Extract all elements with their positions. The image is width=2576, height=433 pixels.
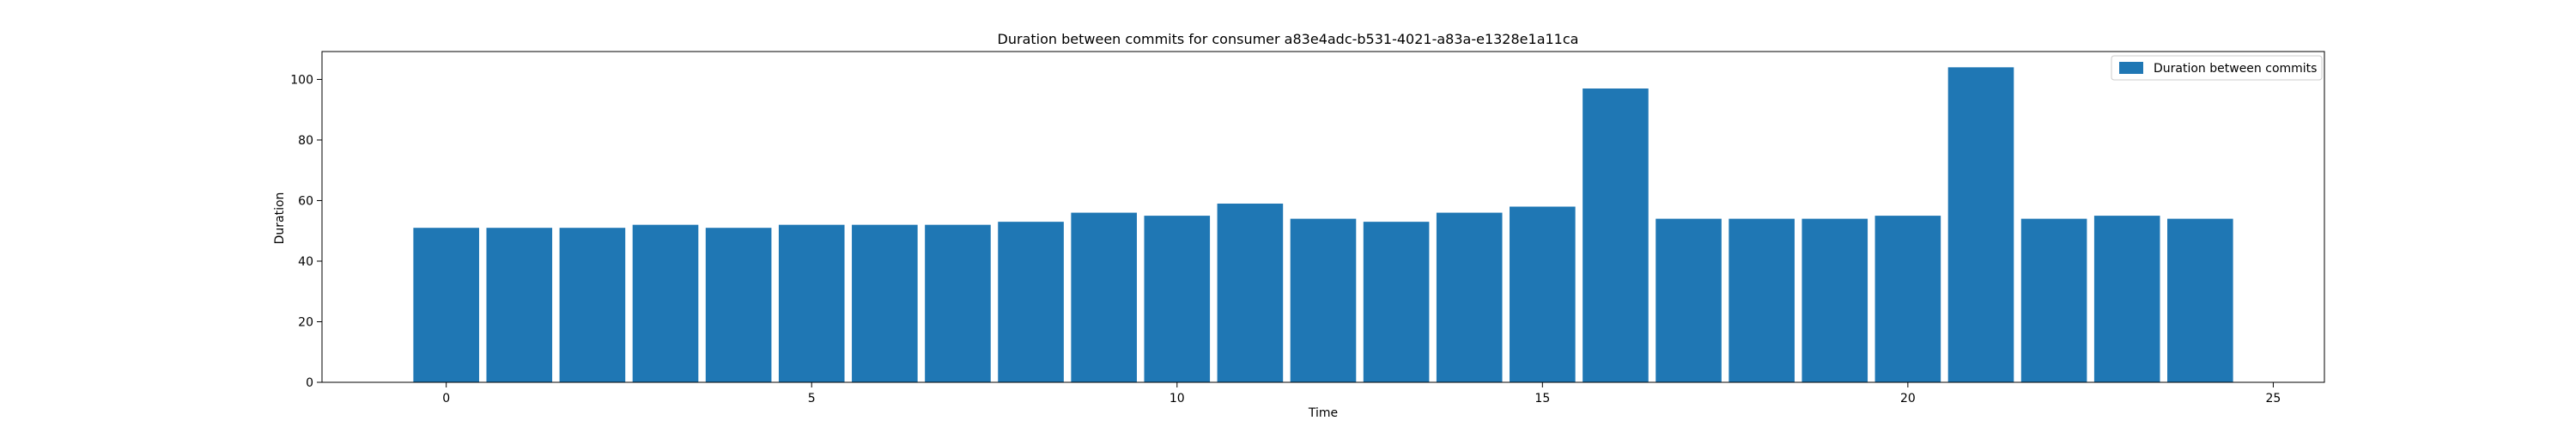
- bar: [2167, 218, 2233, 382]
- bar: [998, 222, 1064, 382]
- legend-swatch: [2119, 62, 2143, 74]
- bar: [1947, 67, 2014, 382]
- bar: [778, 224, 845, 382]
- legend-label: Duration between commits: [2154, 62, 2317, 76]
- x-tick-label: 20: [1900, 392, 1916, 406]
- legend: Duration between commits: [2111, 55, 2323, 81]
- y-tick-label: 100: [290, 73, 313, 87]
- x-tick-label: 25: [2266, 392, 2281, 406]
- bar: [852, 224, 918, 382]
- plot-frame: [321, 51, 2325, 383]
- bar: [1217, 203, 1284, 382]
- bar: [559, 228, 626, 382]
- bar: [1656, 218, 1722, 382]
- bar: [1436, 212, 1503, 382]
- x-tick-label: 0: [442, 392, 450, 406]
- chart-title: Duration between commits for consumer a8…: [998, 31, 1579, 47]
- bar: [1290, 218, 1357, 382]
- bar: [2093, 216, 2160, 382]
- bar: [1583, 88, 1649, 382]
- bar: [486, 228, 553, 382]
- bar: [925, 224, 991, 382]
- bar: [1510, 206, 1576, 382]
- y-tick-label: 60: [298, 194, 313, 208]
- x-axis-label: Time: [1308, 406, 1338, 420]
- y-tick-label: 80: [298, 134, 313, 148]
- bar: [632, 224, 699, 382]
- bar: [1874, 216, 1941, 382]
- bar: [705, 228, 772, 382]
- x-tick-label: 10: [1170, 392, 1185, 406]
- x-tick-label: 15: [1534, 392, 1550, 406]
- bar: [1801, 218, 1868, 382]
- bar: [1363, 222, 1430, 382]
- y-axis-label: Duration: [273, 192, 287, 245]
- y-tick-label: 20: [298, 315, 313, 329]
- axes-group: 0 5 10 15 20 25 0 20 40 60 80 100: [290, 51, 2325, 406]
- bar: [1144, 216, 1211, 382]
- y-tick-label: 40: [298, 255, 313, 269]
- bar: [1728, 218, 1795, 382]
- x-tick-label: 5: [808, 392, 816, 406]
- bars-group: [413, 67, 2233, 382]
- y-tick-label: 0: [306, 376, 313, 390]
- bar: [1071, 212, 1137, 382]
- bar: [413, 228, 479, 382]
- bar: [2020, 218, 2087, 382]
- legend-frame: [2111, 55, 2323, 81]
